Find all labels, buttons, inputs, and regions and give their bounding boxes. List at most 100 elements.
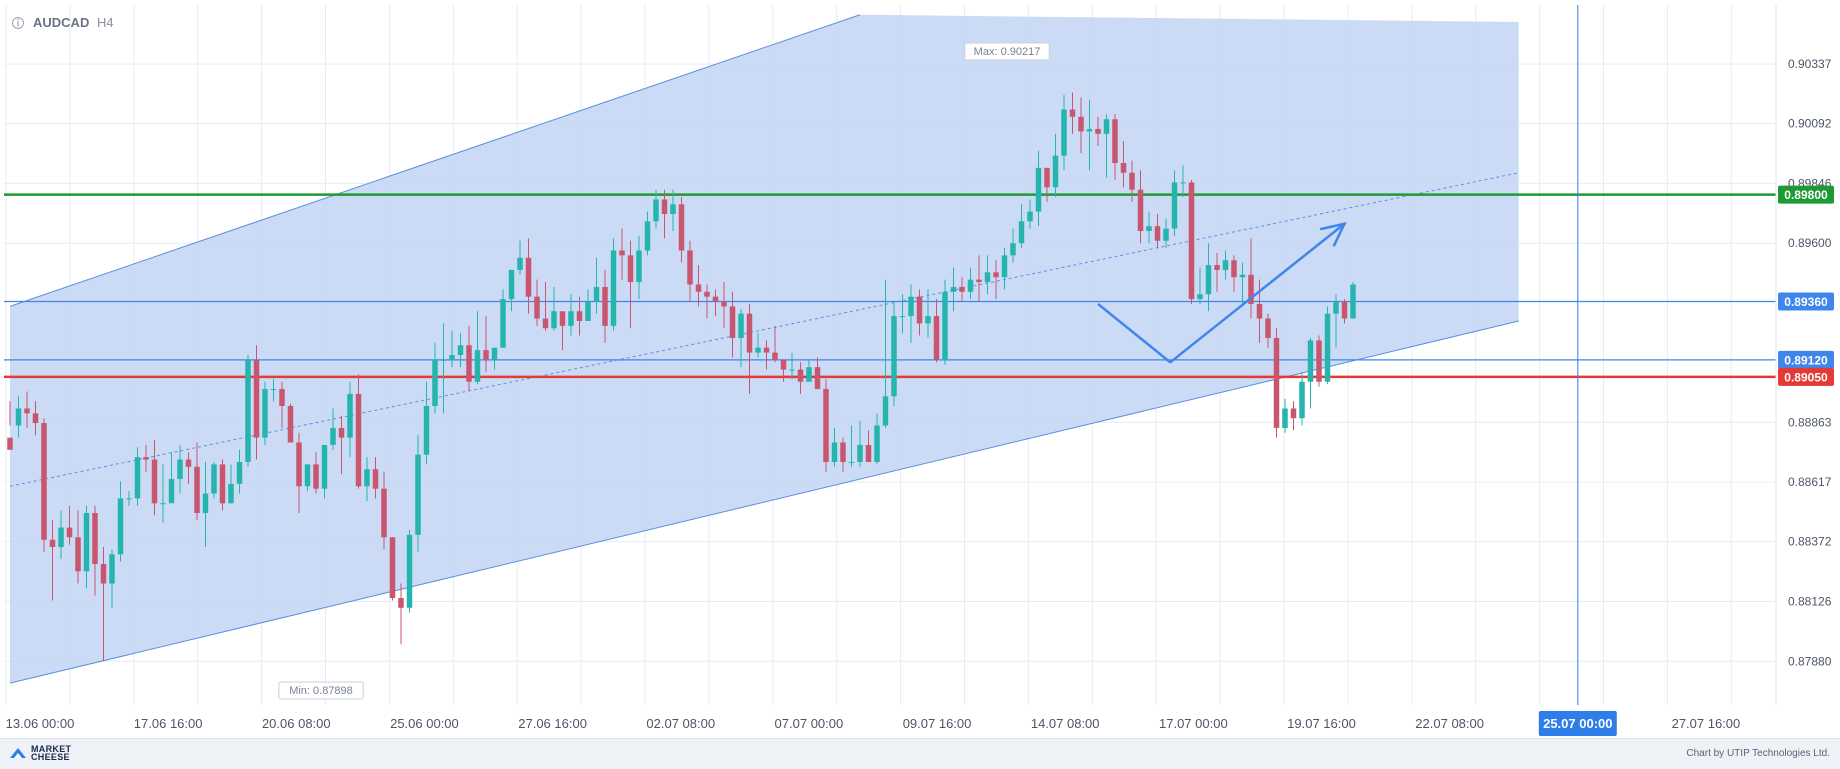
candle[interactable]: [117, 481, 124, 562]
candle[interactable]: [967, 267, 974, 300]
candle[interactable]: [678, 197, 685, 263]
support-price-label[interactable]: 0.89050: [1778, 367, 1834, 386]
candle[interactable]: [1137, 170, 1144, 244]
candle[interactable]: [500, 289, 506, 348]
candle[interactable]: [704, 284, 710, 319]
candle[interactable]: [993, 260, 999, 300]
candle[interactable]: [262, 381, 268, 445]
candle[interactable]: [347, 381, 353, 458]
candle[interactable]: [100, 547, 107, 662]
candle[interactable]: [491, 347, 498, 370]
candle[interactable]: [398, 583, 404, 645]
brand-logo[interactable]: MARKET CHEESE: [8, 745, 71, 762]
candle[interactable]: [1120, 141, 1127, 188]
candle[interactable]: [1197, 267, 1203, 304]
candle[interactable]: [483, 316, 489, 373]
candle[interactable]: [721, 282, 727, 329]
candle[interactable]: [58, 510, 64, 560]
candle[interactable]: [151, 440, 158, 516]
candle[interactable]: [432, 342, 438, 414]
candle[interactable]: [831, 427, 838, 467]
candle[interactable]: [882, 279, 889, 428]
candle[interactable]: [228, 464, 234, 504]
candle[interactable]: [1239, 262, 1246, 304]
channel-upper-line[interactable]: [9, 14, 861, 307]
candle[interactable]: [1078, 97, 1084, 154]
candle[interactable]: [959, 277, 965, 302]
candle[interactable]: [619, 228, 625, 280]
candle[interactable]: [602, 269, 608, 343]
candle[interactable]: [738, 308, 744, 368]
candle[interactable]: [330, 408, 336, 450]
candle[interactable]: [338, 415, 345, 475]
candle[interactable]: [1341, 299, 1348, 324]
candle[interactable]: [848, 425, 855, 467]
candle[interactable]: [916, 289, 923, 336]
candle[interactable]: [236, 449, 243, 494]
candle[interactable]: [49, 520, 56, 601]
candle[interactable]: [177, 444, 183, 494]
candle[interactable]: [908, 284, 914, 343]
candle[interactable]: [168, 452, 175, 504]
candle[interactable]: [457, 333, 464, 368]
candle[interactable]: [933, 299, 940, 363]
candle[interactable]: [814, 357, 821, 390]
candle[interactable]: [381, 471, 387, 550]
candle[interactable]: [1103, 114, 1110, 178]
candle[interactable]: [1248, 238, 1254, 319]
candle[interactable]: [1001, 248, 1008, 290]
candle[interactable]: [840, 437, 846, 472]
candle[interactable]: [270, 379, 277, 402]
candle[interactable]: [534, 279, 540, 326]
candle[interactable]: [712, 289, 719, 317]
candle[interactable]: [313, 452, 319, 494]
candle[interactable]: [551, 286, 557, 331]
candle[interactable]: [891, 301, 897, 407]
candle[interactable]: [321, 444, 328, 499]
candle[interactable]: [687, 240, 693, 302]
candle[interactable]: [194, 442, 200, 521]
candle[interactable]: [211, 461, 217, 499]
candle[interactable]: [1222, 250, 1229, 280]
candle[interactable]: [1027, 199, 1033, 229]
candle[interactable]: [976, 255, 982, 302]
candle[interactable]: [389, 537, 396, 601]
candle[interactable]: [1146, 211, 1152, 244]
candle[interactable]: [874, 413, 880, 465]
candle[interactable]: [466, 325, 472, 392]
candle[interactable]: [287, 403, 294, 443]
candle[interactable]: [1350, 282, 1356, 319]
candle[interactable]: [942, 279, 948, 365]
candle[interactable]: [653, 189, 659, 229]
candle[interactable]: [925, 289, 931, 338]
candle[interactable]: [1231, 255, 1237, 292]
candle[interactable]: [202, 461, 209, 548]
candle[interactable]: [406, 530, 413, 613]
candle[interactable]: [797, 362, 804, 394]
candle[interactable]: [474, 311, 481, 385]
candle[interactable]: [32, 401, 39, 436]
candle[interactable]: [449, 330, 455, 368]
forecast-path[interactable]: [1097, 222, 1346, 364]
candle[interactable]: [593, 257, 600, 314]
price-chart[interactable]: 0.87880 0.88126 0.88372 0.88617 0.88863 0.896…: [0, 0, 1840, 738]
candle[interactable]: [610, 238, 617, 331]
candle[interactable]: [559, 311, 566, 351]
candle[interactable]: [92, 505, 98, 596]
candle[interactable]: [1129, 160, 1135, 202]
candle[interactable]: [627, 240, 634, 329]
candle[interactable]: [24, 391, 30, 428]
candle[interactable]: [695, 265, 702, 307]
candle[interactable]: [1188, 180, 1195, 304]
pivot-upper-price-label[interactable]: 0.89360: [1778, 292, 1834, 311]
candle[interactable]: [525, 238, 532, 314]
resistance-price-label[interactable]: 0.89800: [1778, 185, 1834, 204]
x-highlight-label[interactable]: 25.07 00:00: [1538, 711, 1617, 736]
candle[interactable]: [372, 457, 379, 499]
candle[interactable]: [1214, 252, 1220, 292]
candle[interactable]: [729, 291, 736, 358]
candle[interactable]: [1290, 401, 1297, 431]
candle[interactable]: [755, 333, 761, 358]
candle[interactable]: [865, 430, 872, 462]
candle[interactable]: [789, 352, 795, 380]
